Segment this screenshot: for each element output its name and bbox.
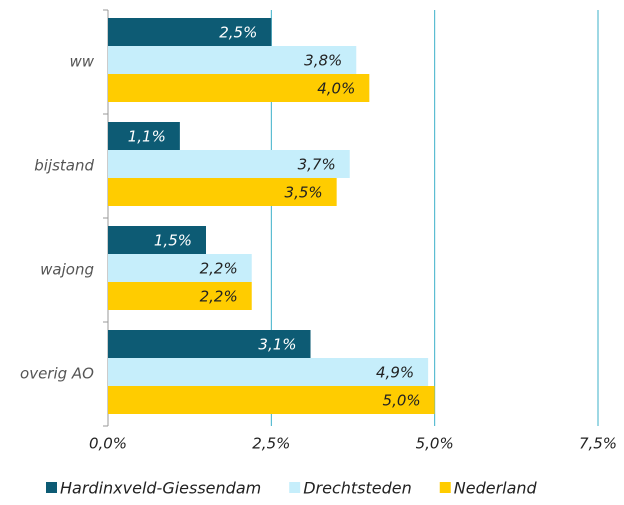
bar xyxy=(108,122,180,150)
bar xyxy=(108,386,435,414)
data-label: 3,7% xyxy=(298,156,336,174)
y-tick-label: bijstand xyxy=(34,157,94,175)
y-tick-label: overig AO xyxy=(20,365,94,383)
x-tick-label: 0,0% xyxy=(89,435,127,453)
x-tick-label: 5,0% xyxy=(416,435,454,453)
data-label: 5,0% xyxy=(383,392,421,410)
x-tick-label: 7,5% xyxy=(579,435,617,453)
data-label: 3,1% xyxy=(258,336,296,354)
legend-label: Drechtsteden xyxy=(303,479,412,498)
bar xyxy=(108,226,206,254)
bar xyxy=(108,178,337,206)
data-label: 1,1% xyxy=(128,128,166,146)
bar xyxy=(108,46,357,74)
bar xyxy=(108,282,252,310)
y-tick-label: wajong xyxy=(40,261,94,279)
bar xyxy=(108,74,370,102)
data-label: 2,2% xyxy=(200,288,238,306)
x-tick-label: 2,5% xyxy=(252,435,290,453)
data-label: 4,0% xyxy=(317,80,355,98)
legend-label: Nederland xyxy=(454,479,538,498)
legend-swatch xyxy=(46,482,57,493)
bar xyxy=(108,254,252,282)
bar xyxy=(108,358,429,386)
bar xyxy=(108,150,350,178)
data-label: 2,2% xyxy=(200,260,238,278)
data-label: 2,5% xyxy=(219,24,257,42)
legend-swatch xyxy=(289,482,301,493)
y-tick-label: ww xyxy=(69,53,94,71)
data-label: 3,5% xyxy=(285,184,323,202)
bar xyxy=(108,18,272,46)
data-label: 4,9% xyxy=(376,364,414,382)
data-label: 1,5% xyxy=(154,232,192,250)
data-label: 3,8% xyxy=(304,52,342,70)
legend-swatch xyxy=(439,482,451,493)
legend-label: Hardinxveld-Giessendam xyxy=(60,479,261,498)
bar xyxy=(108,330,311,358)
